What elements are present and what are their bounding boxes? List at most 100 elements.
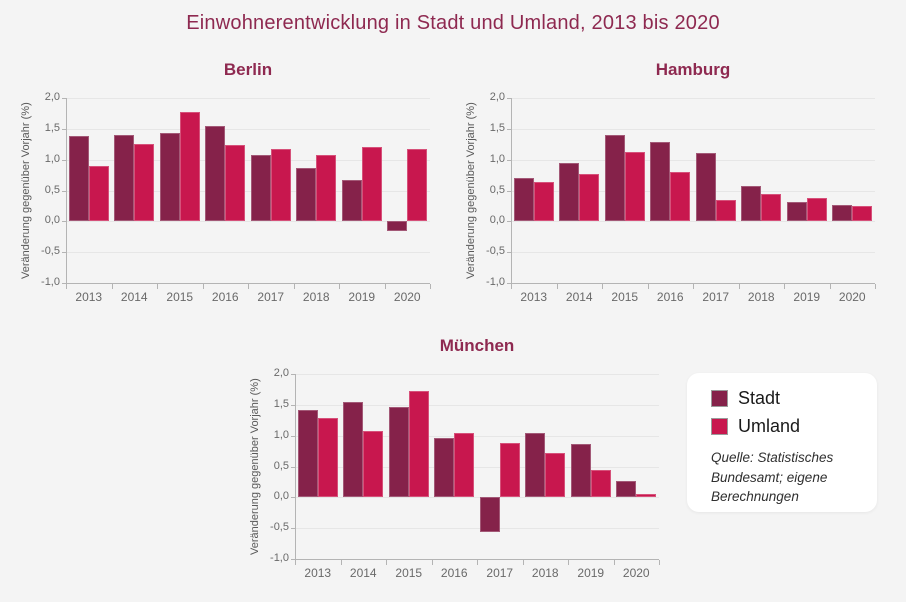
y-tick-mark: [291, 528, 295, 530]
bar-stadt-2018: [525, 432, 546, 498]
x-tick-mark: [431, 560, 433, 565]
legend-item-stadt: Stadt: [711, 388, 865, 409]
x-tick-mark: [430, 284, 431, 289]
y-tick-mark: [507, 252, 511, 254]
bar-stadt-2013: [297, 410, 318, 498]
x-tick-mark: [386, 560, 387, 565]
bar-stadt-2018: [296, 168, 317, 222]
bar-stadt-2015: [159, 132, 180, 222]
bar-umland-2018: [316, 155, 337, 222]
source-line: Berechnungen: [711, 489, 799, 505]
gridline: [66, 283, 430, 284]
bar-stadt-2018: [741, 186, 762, 222]
x-tick-mark: [738, 284, 740, 289]
x-tick-mark: [647, 284, 649, 289]
gridline: [511, 159, 875, 161]
bar-umland-2018: [761, 194, 782, 222]
y-tick-label: -1,0: [486, 276, 505, 288]
bar-umland-2020: [407, 149, 428, 222]
y-tick-mark: [291, 497, 295, 499]
legend-item-umland: Umland: [711, 416, 865, 437]
x-tick-label: 2019: [348, 290, 376, 304]
x-tick-mark: [111, 284, 113, 289]
bar-stadt-2017: [250, 154, 271, 222]
y-tick-mark: [62, 190, 66, 192]
y-tick-mark: [291, 466, 295, 468]
bar-stadt-2019: [570, 444, 591, 498]
plot-area-muenchen: 2,0 1,5 1,0 0,5 0,0 -0,5 -1,0 2013 2014 2015 2016 2…: [270, 367, 660, 580]
plot-area-hamburg: 2,0 1,5 1,0 0,5 0,0 -0,5 -1,0 2013 2014 2015 2016 2…: [486, 91, 876, 304]
y-tick-mark: [62, 252, 66, 254]
y-tick-mark: [291, 374, 295, 375]
y-tick-mark: [62, 221, 66, 223]
x-tick-mark: [477, 560, 478, 565]
y-tick-label: 2,0: [44, 91, 60, 103]
x-tick-mark: [66, 284, 67, 289]
bar-umland-2017: [499, 443, 520, 498]
bar-stadt-2013: [513, 178, 534, 222]
x-tick-mark: [613, 560, 615, 565]
bar-stadt-2017: [695, 152, 716, 222]
y-tick-mark: [507, 190, 511, 192]
gridline: [66, 159, 430, 161]
x-tick-label: 2016: [440, 566, 468, 580]
y-tick-label: 2,0: [489, 91, 505, 103]
y-tick-label: -0,5: [486, 245, 505, 258]
x-tick-mark: [511, 284, 512, 289]
x-tick-mark: [556, 284, 558, 289]
bar-stadt-2015: [388, 407, 409, 498]
x-tick-label: 2015: [395, 566, 423, 580]
y-tick-mark: [62, 98, 66, 99]
y-tick-label: -1,0: [270, 552, 289, 564]
gridline: [295, 374, 659, 375]
gridline: [511, 98, 875, 99]
bar-umland-2019: [590, 469, 611, 498]
x-tick-label: 2019: [793, 290, 821, 304]
legend-label-umland: Umland: [738, 416, 801, 436]
bar-umland-2020: [852, 205, 873, 222]
x-tick-label: 2015: [166, 290, 194, 304]
gridline: [66, 252, 430, 254]
gridline: [511, 283, 875, 284]
x-tick-label: 2017: [257, 290, 285, 304]
bar-stadt-2020: [387, 221, 408, 232]
x-tick-label: 2017: [702, 290, 730, 304]
y-tick-mark: [507, 98, 511, 99]
source-note: Quelle: Statistisches Bundesamt; eigene …: [711, 448, 865, 507]
y-tick-label: -1,0: [41, 276, 60, 288]
x-tick-mark: [340, 560, 342, 565]
bar-stadt-2014: [559, 163, 580, 222]
x-tick-mark: [293, 284, 295, 289]
bar-stadt-2013: [68, 136, 89, 222]
x-tick-label: 2014: [565, 290, 593, 304]
y-tick-mark: [62, 128, 66, 130]
bar-umland-2019: [361, 146, 382, 222]
y-tick-label: -0,5: [41, 245, 60, 258]
y-tick-label: 1,5: [489, 121, 505, 134]
y-tick-label: 0,0: [273, 490, 289, 503]
bar-stadt-2015: [604, 135, 625, 222]
legend-label-stadt: Stadt: [738, 388, 781, 408]
bar-stadt-2014: [343, 402, 364, 498]
chart-hamburg: Hamburg Veränderung gegenüber Vorjahr (%…: [461, 58, 895, 326]
y-tick-mark: [291, 559, 295, 560]
gridline: [295, 435, 659, 437]
bar-stadt-2016: [434, 438, 455, 498]
x-tick-label: 2020: [838, 290, 866, 304]
bar-stadt-2016: [205, 125, 226, 222]
chart-berlin: Berlin Veränderung gegenüber Vorjahr (%)…: [16, 58, 450, 326]
x-tick-label: 2017: [486, 566, 514, 580]
x-tick-mark: [568, 560, 569, 565]
y-tick-mark: [62, 159, 66, 161]
gridline: [295, 528, 659, 530]
y-tick-mark: [507, 128, 511, 130]
y-tick-label: 0,5: [273, 459, 289, 472]
x-tick-mark: [693, 284, 694, 289]
x-tick-label: 2016: [211, 290, 239, 304]
gridline: [66, 190, 430, 192]
x-tick-mark: [784, 284, 785, 289]
chart-title-muenchen: München: [439, 336, 515, 355]
y-axis-line: [511, 98, 512, 284]
x-tick-label: 2014: [120, 290, 148, 304]
gridline: [295, 466, 659, 468]
